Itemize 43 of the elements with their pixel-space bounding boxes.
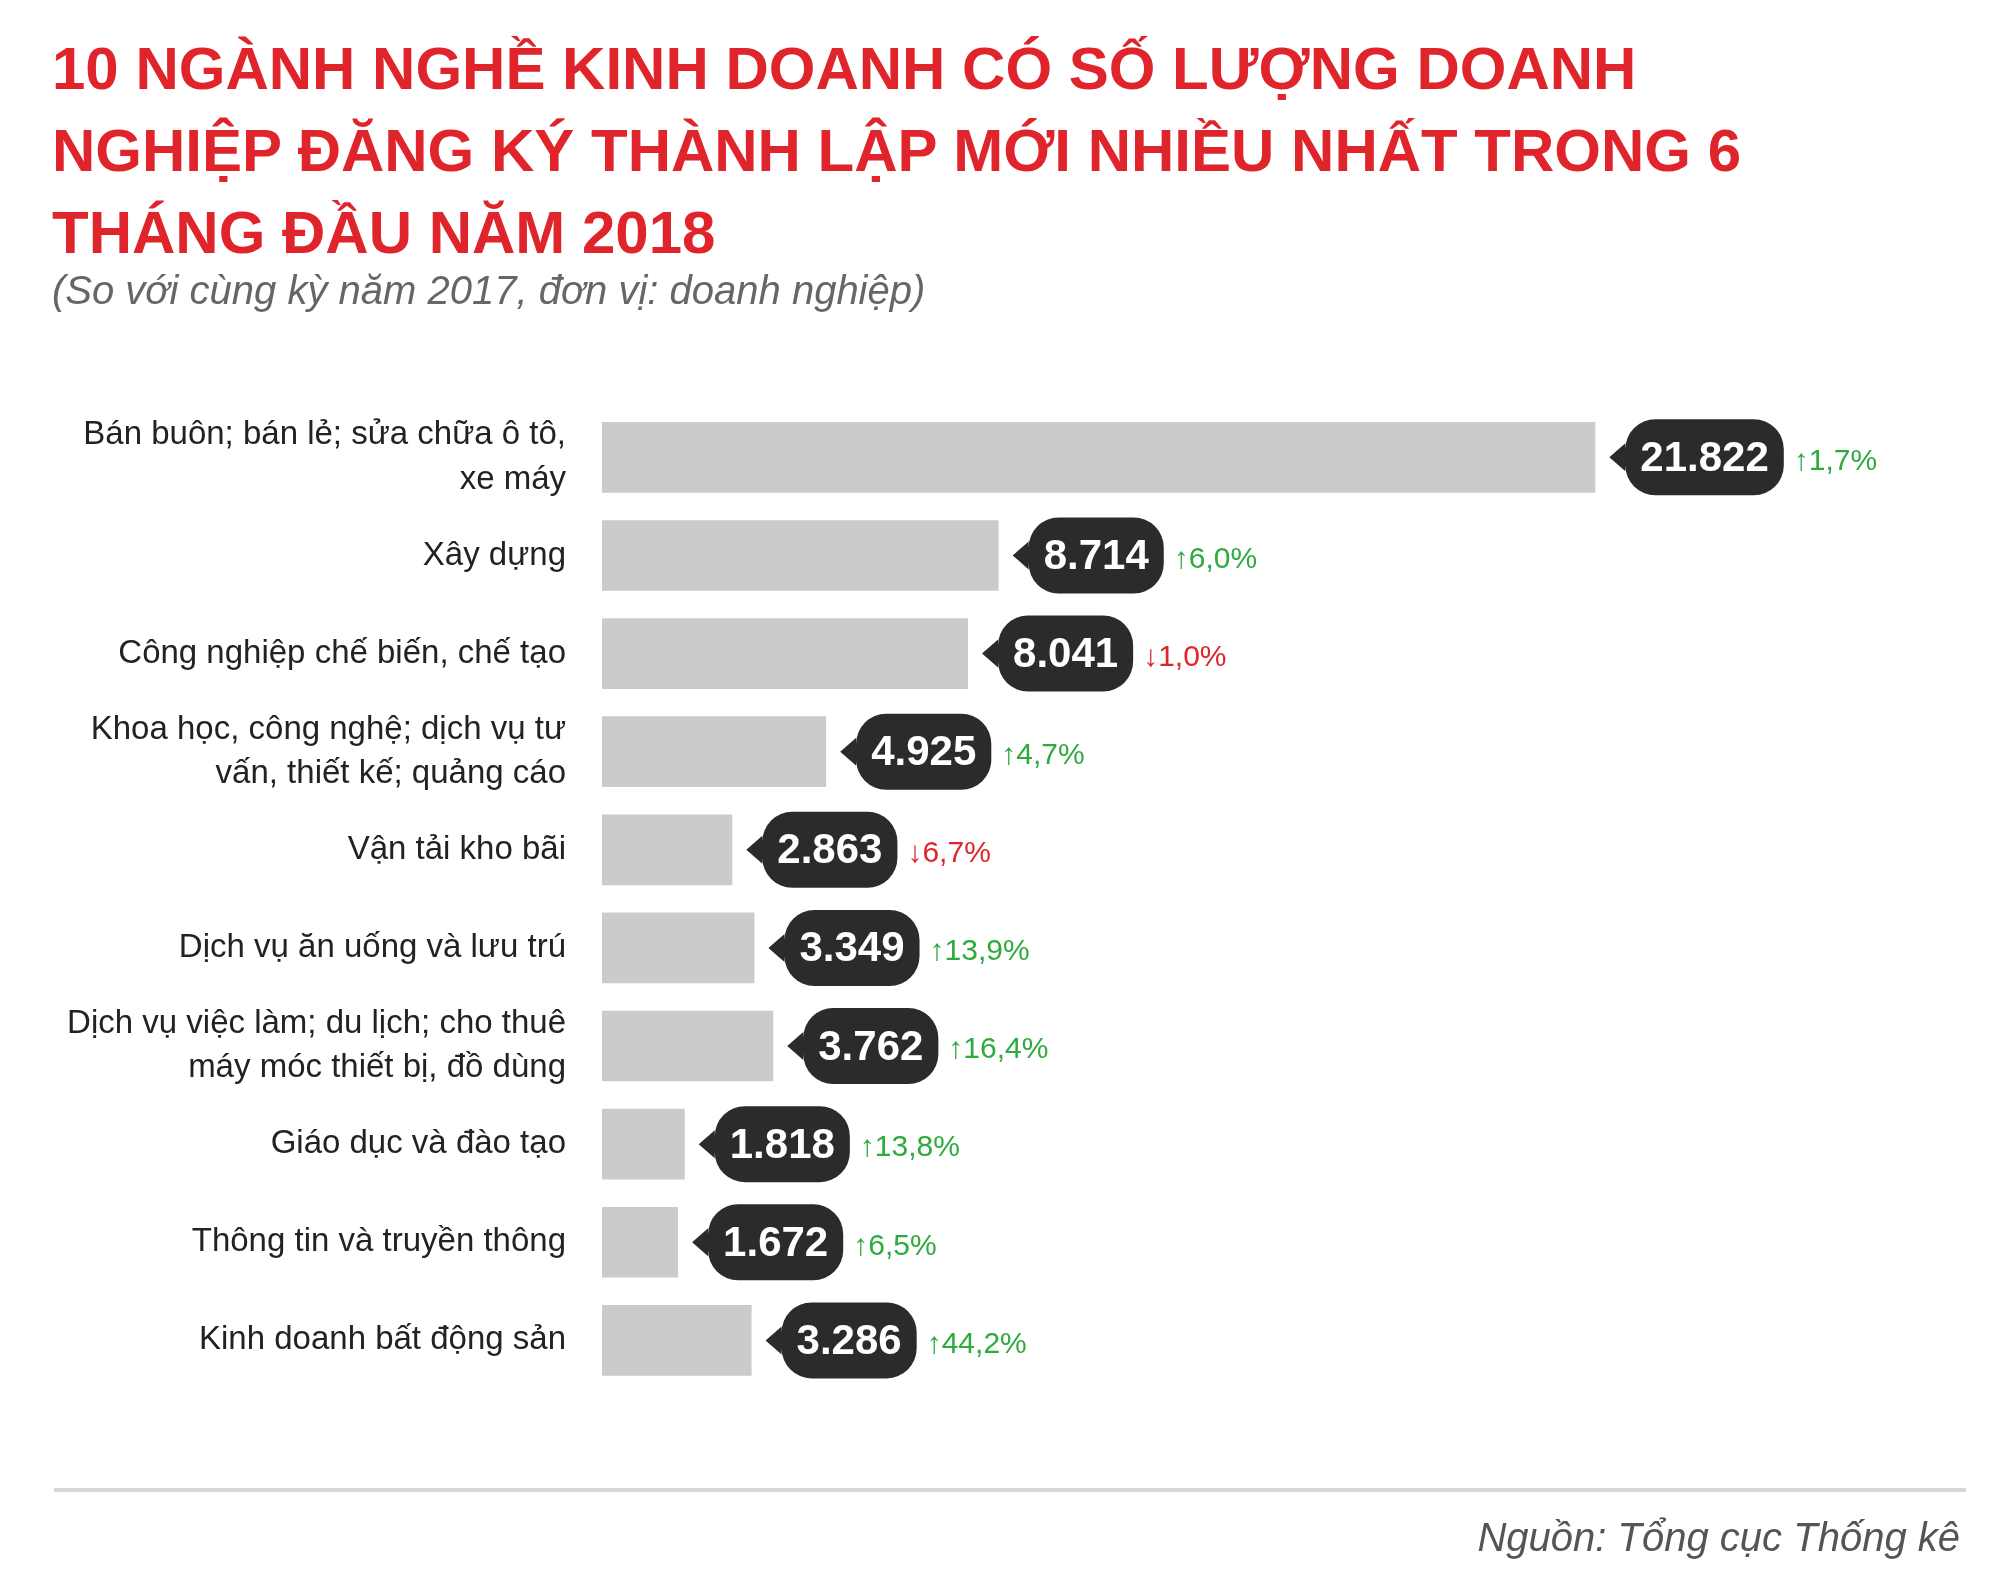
data-label: 1.672 <box>723 1217 829 1265</box>
bar <box>602 912 755 984</box>
chart-title: 10 NGÀNH NGHỀ KINH DOANH CÓ SỐ LƯỢNG DOANH NGHIỆP ĐĂNG KÝ THÀNH LẬP MỚI NHIỀU NHẤT TRONG 6 THÁNG ĐẦU NĂM 2018 <box>52 35 1742 266</box>
bar <box>602 1206 679 1278</box>
annotation: ↑4,7% <box>1001 736 1085 770</box>
bar <box>602 716 827 788</box>
bar <box>602 1010 774 1082</box>
bar <box>602 814 733 886</box>
bar <box>602 1108 685 1180</box>
y-tick-label: Thông tin và truyền thông <box>191 1221 566 1259</box>
y-tick-label: Giáo dục và đào tạo <box>270 1123 566 1161</box>
bar <box>602 1305 752 1376</box>
data-label: 4.925 <box>871 727 977 775</box>
text: ↑1,7% <box>1793 442 1878 476</box>
data-label: 3.349 <box>799 923 905 971</box>
bar <box>602 520 999 591</box>
y-tick-label: Khoa học, công nghệ; dịch vụ tư vấn, thiết kế; quảng cáo <box>90 708 566 791</box>
annotation: ↑6,5% <box>853 1227 937 1261</box>
data-label: 3.762 <box>818 1021 924 1069</box>
data-label: 3.286 <box>796 1315 902 1363</box>
annotation: ↑44,2% <box>926 1325 1027 1359</box>
y-tick-label: Bán buôn; bán lẻ; sửa chữa ô tô, xe máy <box>83 414 567 496</box>
annotation: ↑13,8% <box>859 1129 960 1163</box>
y-tick-label: Xây dựng <box>422 534 566 572</box>
bar <box>602 422 1596 493</box>
data-label: 2.863 <box>777 825 883 873</box>
y-tick-label: Công nghiệp chế biến, chế tạo <box>118 632 566 670</box>
annotation: ↑16,4% <box>948 1031 1049 1065</box>
y-tick-label: Dịch vụ việc làm; du lịch; cho thuê máy móc thiết bị, đồ dùng <box>67 1002 566 1085</box>
annotation: ↑6,0% <box>1173 540 1258 574</box>
y-tick-label: Dịch vụ ăn uống và lưu trú <box>178 927 566 965</box>
annotation: ↓6,7% <box>907 835 991 869</box>
annotation: ↑13,9% <box>929 933 1030 967</box>
y-tick-label: Kinh doanh bất động sản <box>199 1319 566 1357</box>
bar <box>602 618 969 689</box>
y-tick-label: Vận tải kho bãi <box>347 828 566 866</box>
data-label: 8.714 <box>1043 531 1150 579</box>
chart-subtitle: (So với cùng kỳ năm 2017, đơn vị: doanh nghiệp) <box>52 268 926 313</box>
annotation: ↓1,0% <box>1143 638 1227 672</box>
data-label: 8.041 <box>1013 629 1119 677</box>
data-label: 1.818 <box>729 1119 835 1167</box>
data-label: 21.822 <box>1640 432 1769 480</box>
text: Nguồn: Tổng cục Thống kê <box>1477 1515 1960 1560</box>
